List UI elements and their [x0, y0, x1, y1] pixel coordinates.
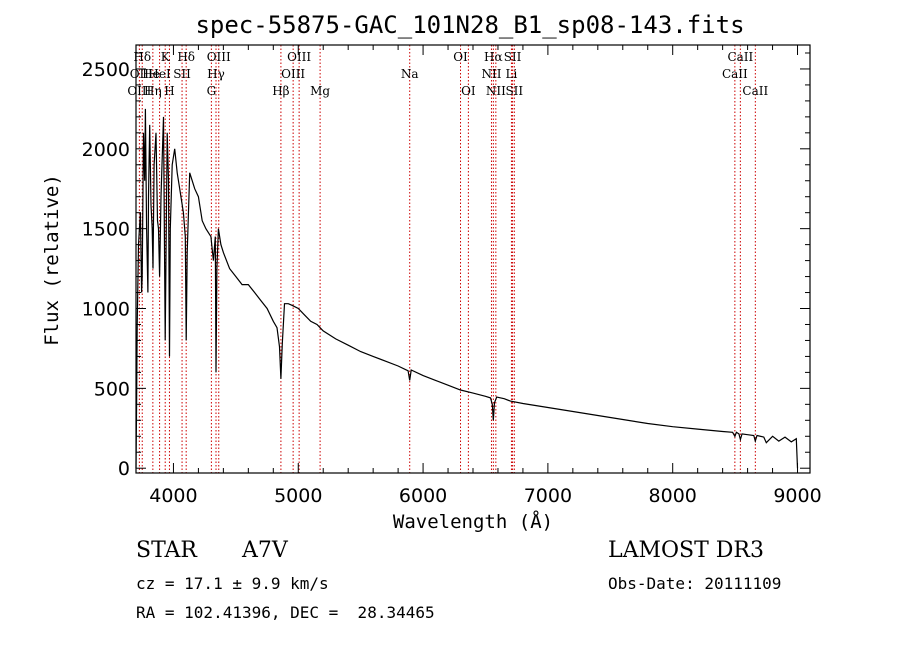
line-label: OIII [281, 67, 305, 81]
survey-name: LAMOST DR3 [608, 538, 764, 563]
line-label: NII [486, 84, 506, 98]
y-tick-label: 2500 [82, 59, 130, 81]
line-label: SII [173, 67, 191, 81]
y-tick-label: 1000 [82, 299, 130, 321]
x-axis: 4000 5000 6000 7000 8000 9000 [149, 45, 822, 507]
line-label: CaII [722, 67, 748, 81]
line-label: Li [506, 67, 518, 81]
line-label: OI [453, 50, 468, 64]
reference-lines [138, 45, 756, 473]
spectral-subclass: A7V [242, 538, 288, 563]
line-label: SII [505, 84, 523, 98]
observation-date: Obs-Date: 20111109 [608, 574, 782, 593]
line-label: SII [504, 50, 522, 64]
y-tick-label: 500 [94, 378, 130, 400]
line-label: G [207, 84, 217, 98]
line-label: OIII [287, 50, 311, 64]
chart-title: spec-55875-GAC_101N28_B1_sp08-143.fits [195, 11, 744, 39]
x-tick-label: 6000 [399, 485, 447, 507]
y-tick-label: 1500 [82, 219, 130, 241]
plot-frame [135, 44, 811, 474]
line-label: Hγ [207, 67, 225, 81]
line-label: NII [481, 67, 501, 81]
y-axis-label: Flux (relative) [41, 174, 63, 346]
x-tick-label: 7000 [524, 485, 572, 507]
line-label: H [164, 84, 174, 98]
redshift-velocity: cz = 17.1 ± 9.9 km/s [136, 574, 329, 593]
line-label: Hβ [272, 84, 289, 98]
line-label: OII [130, 67, 150, 81]
x-tick-label: 4000 [149, 485, 197, 507]
line-label: OI [461, 84, 476, 98]
x-tick-label: 8000 [649, 485, 697, 507]
coordinates: RA = 102.41396, DEC = 28.34465 [136, 603, 435, 622]
line-label: Mg [310, 84, 330, 98]
line-label: CaII [727, 50, 753, 64]
x-tick-label: 5000 [274, 485, 322, 507]
y-tick-label: 2000 [82, 139, 130, 161]
y-tick-label: 0 [118, 458, 130, 480]
x-tick-label: 9000 [773, 485, 821, 507]
y-axis: 0 500 1000 1500 2000 2500 [82, 52, 810, 480]
line-label: CaII [742, 84, 768, 98]
line-label: Hη [144, 84, 162, 98]
x-axis-label: Wavelength (Å) [393, 510, 553, 533]
line-label: Hα [484, 50, 503, 64]
line-label: Na [401, 67, 419, 81]
line-label: Hδ [177, 50, 195, 64]
line-label: K [161, 50, 171, 64]
object-class: STAR [136, 538, 197, 563]
line-label: OIII [127, 84, 151, 98]
line-label: He [142, 67, 160, 81]
line-label: Hδ [133, 50, 151, 64]
spectrum-line [135, 108, 799, 469]
line-label: OIII [207, 50, 231, 64]
line-label: HeI [148, 67, 171, 81]
